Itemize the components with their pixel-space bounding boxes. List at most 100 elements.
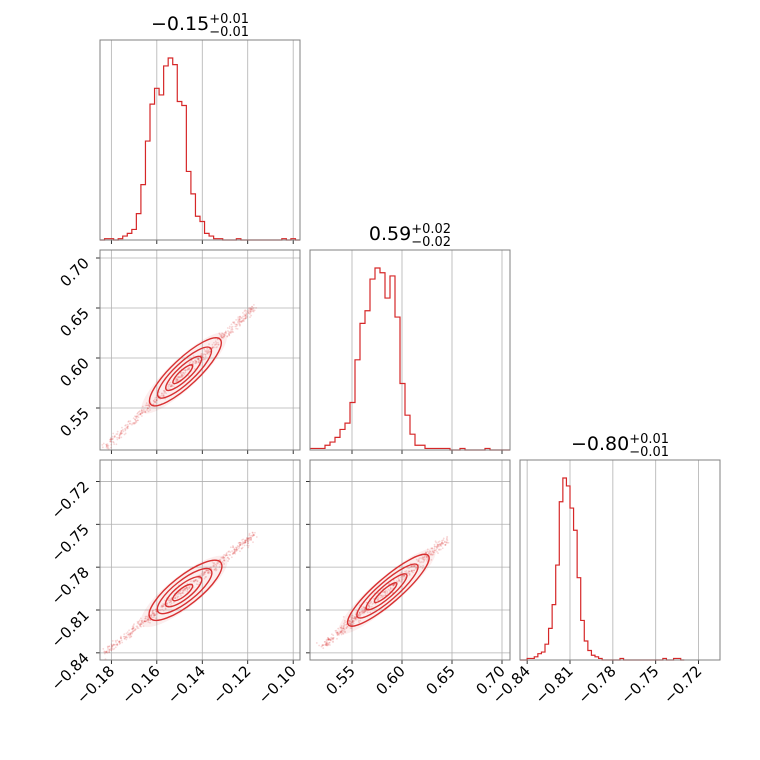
sample-point (143, 620, 146, 623)
sample-point (250, 536, 252, 539)
sample-point (410, 570, 413, 572)
sample-point (330, 636, 333, 639)
sample-point (350, 614, 353, 617)
sample-point (235, 327, 238, 330)
sample-point (357, 614, 360, 617)
sample-point (434, 549, 437, 552)
sample-point (232, 331, 235, 334)
sample-point (442, 542, 444, 545)
sample-point (212, 565, 215, 568)
sample-point (351, 623, 354, 626)
sample-point (139, 413, 142, 416)
sample-point (354, 616, 357, 619)
sample-point (207, 351, 210, 353)
sample-point (148, 405, 151, 408)
sample-point (114, 646, 117, 649)
sample-point (178, 590, 181, 593)
sample-point (345, 623, 348, 626)
contour-level (156, 346, 213, 399)
sample-point (348, 620, 351, 622)
sample-point (223, 559, 226, 562)
sample-point (140, 415, 143, 417)
sample-point (201, 356, 204, 359)
sample-point (246, 538, 249, 540)
sample-point (188, 362, 191, 365)
sample-point (122, 428, 124, 431)
sample-point (162, 604, 165, 606)
sample-point (137, 413, 140, 416)
sample-point (379, 594, 382, 597)
sample-point (118, 436, 120, 439)
sample-point (216, 338, 219, 341)
sample-point (131, 627, 134, 630)
sample-point (153, 614, 156, 617)
sample-point (196, 580, 199, 583)
sample-point (144, 620, 147, 623)
sample-point (227, 556, 229, 559)
sample-point (222, 334, 225, 337)
sample-point (221, 561, 224, 563)
sample-point (115, 443, 118, 446)
sample-point (146, 409, 148, 411)
sample-point (369, 611, 372, 614)
sample-point (247, 539, 250, 542)
sample-point (207, 571, 210, 573)
sample-point (205, 569, 208, 572)
sample-point (436, 545, 439, 548)
sample-point (244, 541, 247, 544)
sample-point (387, 583, 390, 585)
sample-point (351, 621, 354, 624)
sample-point (440, 542, 443, 545)
sample-point (113, 435, 116, 438)
sample-point (244, 317, 247, 320)
sample-point (136, 411, 139, 414)
sample-point (248, 307, 250, 310)
sample-point (384, 594, 387, 597)
sample-point (353, 617, 356, 620)
sample-point (432, 553, 435, 556)
sample-point (206, 352, 209, 355)
histogram-panel-1: 0.59+0.02−0.02 (309, 222, 511, 454)
sample-point (146, 618, 149, 620)
sample-point (237, 319, 240, 322)
title-lower-error: −0.01 (209, 25, 249, 40)
sample-point (410, 564, 413, 567)
sample-point (152, 612, 154, 615)
sample-point (364, 610, 367, 613)
sample-point (342, 627, 344, 630)
sample-point (252, 541, 254, 544)
sample-point (162, 390, 165, 392)
sample-point (392, 584, 395, 586)
sample-point (106, 650, 109, 653)
sample-point (435, 546, 438, 548)
sample-point (142, 625, 145, 628)
sample-point (384, 592, 387, 595)
sample-point (244, 315, 247, 318)
sample-point (224, 330, 227, 333)
sample-point (402, 576, 404, 579)
sample-point (413, 565, 415, 567)
sample-point (403, 574, 406, 577)
sample-point (102, 647, 105, 650)
sample-point (340, 629, 343, 632)
sample-point (139, 617, 142, 620)
sample-point (435, 548, 438, 551)
sample-point (118, 640, 120, 643)
sample-point (227, 560, 230, 562)
sample-point (249, 311, 252, 314)
sample-point (377, 598, 380, 601)
sample-point (252, 534, 255, 537)
sample-point (209, 572, 212, 575)
sample-point (181, 373, 183, 376)
sample-point (252, 533, 255, 536)
sample-point (188, 587, 191, 589)
sample-point (149, 621, 151, 624)
sample-point (226, 327, 229, 329)
sample-point (132, 626, 135, 629)
sample-point (162, 395, 165, 398)
sample-point (352, 619, 355, 622)
sample-point (433, 543, 436, 546)
sample-point (120, 429, 123, 432)
sample-point (137, 416, 140, 419)
contour-level (365, 573, 408, 611)
